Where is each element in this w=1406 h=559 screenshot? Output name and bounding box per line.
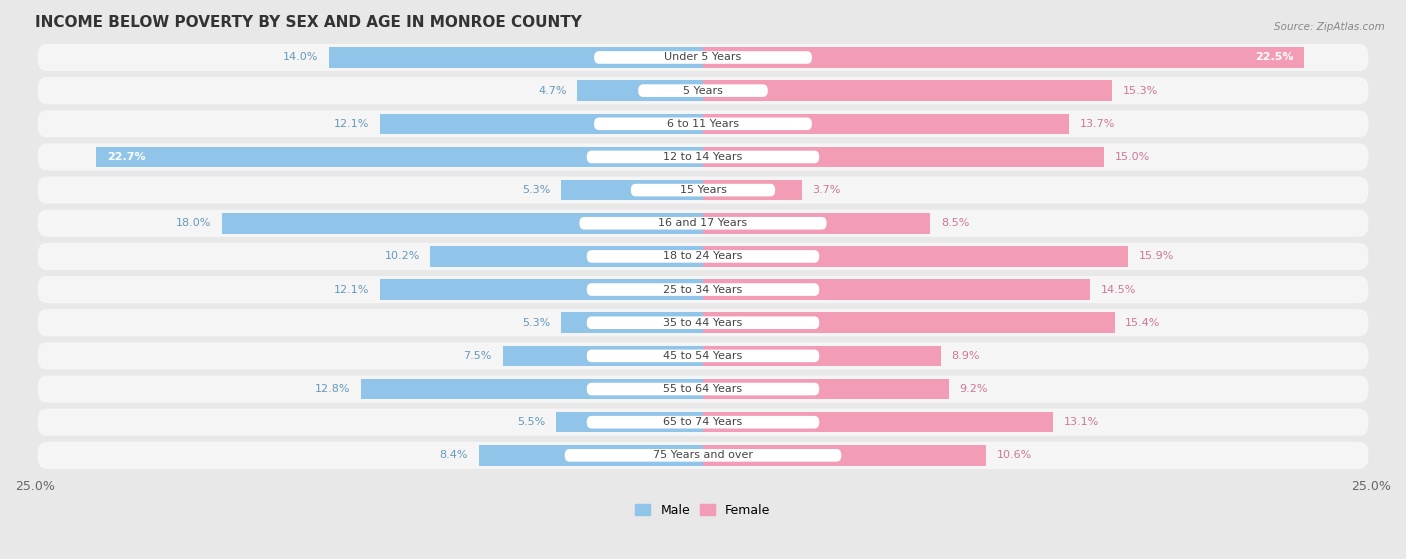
Text: 12.1%: 12.1% (333, 285, 368, 295)
Text: Under 5 Years: Under 5 Years (665, 53, 741, 63)
Bar (361, 379, 703, 399)
Text: 18 to 24 Years: 18 to 24 Years (664, 252, 742, 262)
Text: 55 to 64 Years: 55 to 64 Years (664, 384, 742, 394)
Bar (703, 445, 986, 466)
FancyBboxPatch shape (579, 217, 827, 230)
Text: 12 to 14 Years: 12 to 14 Years (664, 152, 742, 162)
Text: 15.4%: 15.4% (1125, 318, 1160, 328)
Text: 15 Years: 15 Years (679, 185, 727, 195)
Text: 10.6%: 10.6% (997, 451, 1032, 461)
Bar (703, 379, 949, 399)
FancyBboxPatch shape (38, 409, 1368, 436)
Text: 15.3%: 15.3% (1122, 86, 1157, 96)
Bar (561, 312, 703, 333)
Bar (703, 280, 1091, 300)
Text: 5.5%: 5.5% (517, 417, 546, 427)
Text: 15.9%: 15.9% (1139, 252, 1174, 262)
Bar (703, 213, 931, 234)
Text: 5.3%: 5.3% (523, 185, 551, 195)
Text: 75 Years and over: 75 Years and over (652, 451, 754, 461)
Text: 16 and 17 Years: 16 and 17 Years (658, 218, 748, 228)
FancyBboxPatch shape (38, 210, 1368, 237)
Bar (380, 113, 703, 134)
FancyBboxPatch shape (38, 376, 1368, 402)
FancyBboxPatch shape (595, 51, 811, 64)
Text: INCOME BELOW POVERTY BY SEX AND AGE IN MONROE COUNTY: INCOME BELOW POVERTY BY SEX AND AGE IN M… (35, 15, 582, 30)
FancyBboxPatch shape (38, 77, 1368, 104)
FancyBboxPatch shape (586, 416, 820, 429)
FancyBboxPatch shape (38, 442, 1368, 469)
FancyBboxPatch shape (38, 110, 1368, 138)
Text: 8.4%: 8.4% (439, 451, 468, 461)
FancyBboxPatch shape (38, 309, 1368, 337)
FancyBboxPatch shape (38, 44, 1368, 71)
Bar (578, 80, 703, 101)
Legend: Male, Female: Male, Female (630, 499, 776, 522)
Text: 12.1%: 12.1% (333, 119, 368, 129)
Bar (703, 47, 1305, 68)
Bar (502, 345, 703, 366)
Text: 5 Years: 5 Years (683, 86, 723, 96)
Text: 9.2%: 9.2% (959, 384, 988, 394)
Bar (380, 280, 703, 300)
Bar (561, 180, 703, 200)
Text: 6 to 11 Years: 6 to 11 Years (666, 119, 740, 129)
Bar (555, 412, 703, 433)
Text: 45 to 54 Years: 45 to 54 Years (664, 351, 742, 361)
Text: Source: ZipAtlas.com: Source: ZipAtlas.com (1274, 22, 1385, 32)
FancyBboxPatch shape (586, 250, 820, 263)
FancyBboxPatch shape (586, 283, 820, 296)
Text: 22.7%: 22.7% (107, 152, 146, 162)
Text: 10.2%: 10.2% (384, 252, 420, 262)
Bar (703, 412, 1053, 433)
Bar (703, 80, 1112, 101)
Text: 13.7%: 13.7% (1080, 119, 1115, 129)
Bar (703, 113, 1069, 134)
Text: 8.9%: 8.9% (952, 351, 980, 361)
Text: 35 to 44 Years: 35 to 44 Years (664, 318, 742, 328)
Bar (329, 47, 703, 68)
Text: 14.0%: 14.0% (283, 53, 318, 63)
Text: 15.0%: 15.0% (1115, 152, 1150, 162)
Text: 13.1%: 13.1% (1064, 417, 1099, 427)
Bar (703, 180, 801, 200)
FancyBboxPatch shape (638, 84, 768, 97)
Bar (703, 246, 1128, 267)
FancyBboxPatch shape (595, 117, 811, 130)
FancyBboxPatch shape (586, 383, 820, 395)
Bar (430, 246, 703, 267)
Text: 65 to 74 Years: 65 to 74 Years (664, 417, 742, 427)
Text: 8.5%: 8.5% (941, 218, 969, 228)
Text: 22.5%: 22.5% (1256, 53, 1294, 63)
FancyBboxPatch shape (586, 349, 820, 362)
FancyBboxPatch shape (38, 342, 1368, 369)
FancyBboxPatch shape (38, 177, 1368, 203)
FancyBboxPatch shape (38, 143, 1368, 170)
Text: 3.7%: 3.7% (813, 185, 841, 195)
FancyBboxPatch shape (38, 243, 1368, 270)
Text: 18.0%: 18.0% (176, 218, 211, 228)
FancyBboxPatch shape (38, 276, 1368, 303)
FancyBboxPatch shape (565, 449, 841, 462)
Bar (703, 312, 1115, 333)
FancyBboxPatch shape (631, 184, 775, 196)
FancyBboxPatch shape (586, 316, 820, 329)
Bar (222, 213, 703, 234)
Text: 4.7%: 4.7% (538, 86, 567, 96)
Text: 7.5%: 7.5% (464, 351, 492, 361)
Text: 14.5%: 14.5% (1101, 285, 1136, 295)
Bar (478, 445, 703, 466)
Text: 25 to 34 Years: 25 to 34 Years (664, 285, 742, 295)
Bar (703, 146, 1104, 167)
Bar (703, 345, 941, 366)
Bar (97, 146, 703, 167)
FancyBboxPatch shape (586, 150, 820, 163)
Text: 12.8%: 12.8% (315, 384, 350, 394)
Text: 5.3%: 5.3% (523, 318, 551, 328)
